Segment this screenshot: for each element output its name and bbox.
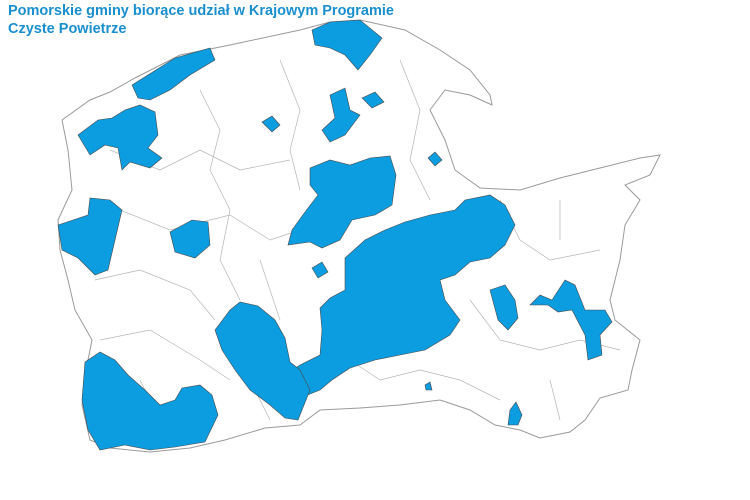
municipality-east-a: [489, 284, 519, 331]
municipality-kashubia: [287, 155, 397, 249]
municipality-central-large: [284, 194, 516, 399]
municipality-small-b: [261, 115, 281, 133]
municipality-coast-west: [131, 47, 216, 101]
municipality-north-center: [321, 87, 361, 143]
municipality-small-d: [424, 381, 433, 391]
municipality-southwest: [81, 351, 219, 451]
participating-municipalities: [57, 19, 613, 451]
municipality-hel-north: [311, 19, 383, 71]
municipality-northwest: [77, 104, 163, 171]
municipality-small-a: [361, 91, 385, 109]
voivodeship-outline: [57, 19, 661, 453]
municipality-small-c: [311, 261, 329, 279]
municipality-southeast: [507, 401, 523, 426]
map-title: Pomorskie gminy biorące udział w Krajowy…: [8, 2, 394, 38]
municipality-chojnice-area: [214, 301, 311, 421]
municipality-bytow: [169, 219, 211, 259]
municipality-west: [57, 197, 123, 276]
map-title-line-2: Czyste Powietrze: [8, 21, 127, 37]
map-title-line-1: Pomorskie gminy biorące udział w Krajowy…: [8, 3, 394, 19]
municipality-east-b: [529, 279, 613, 361]
municipality-gdansk-small: [427, 151, 443, 167]
